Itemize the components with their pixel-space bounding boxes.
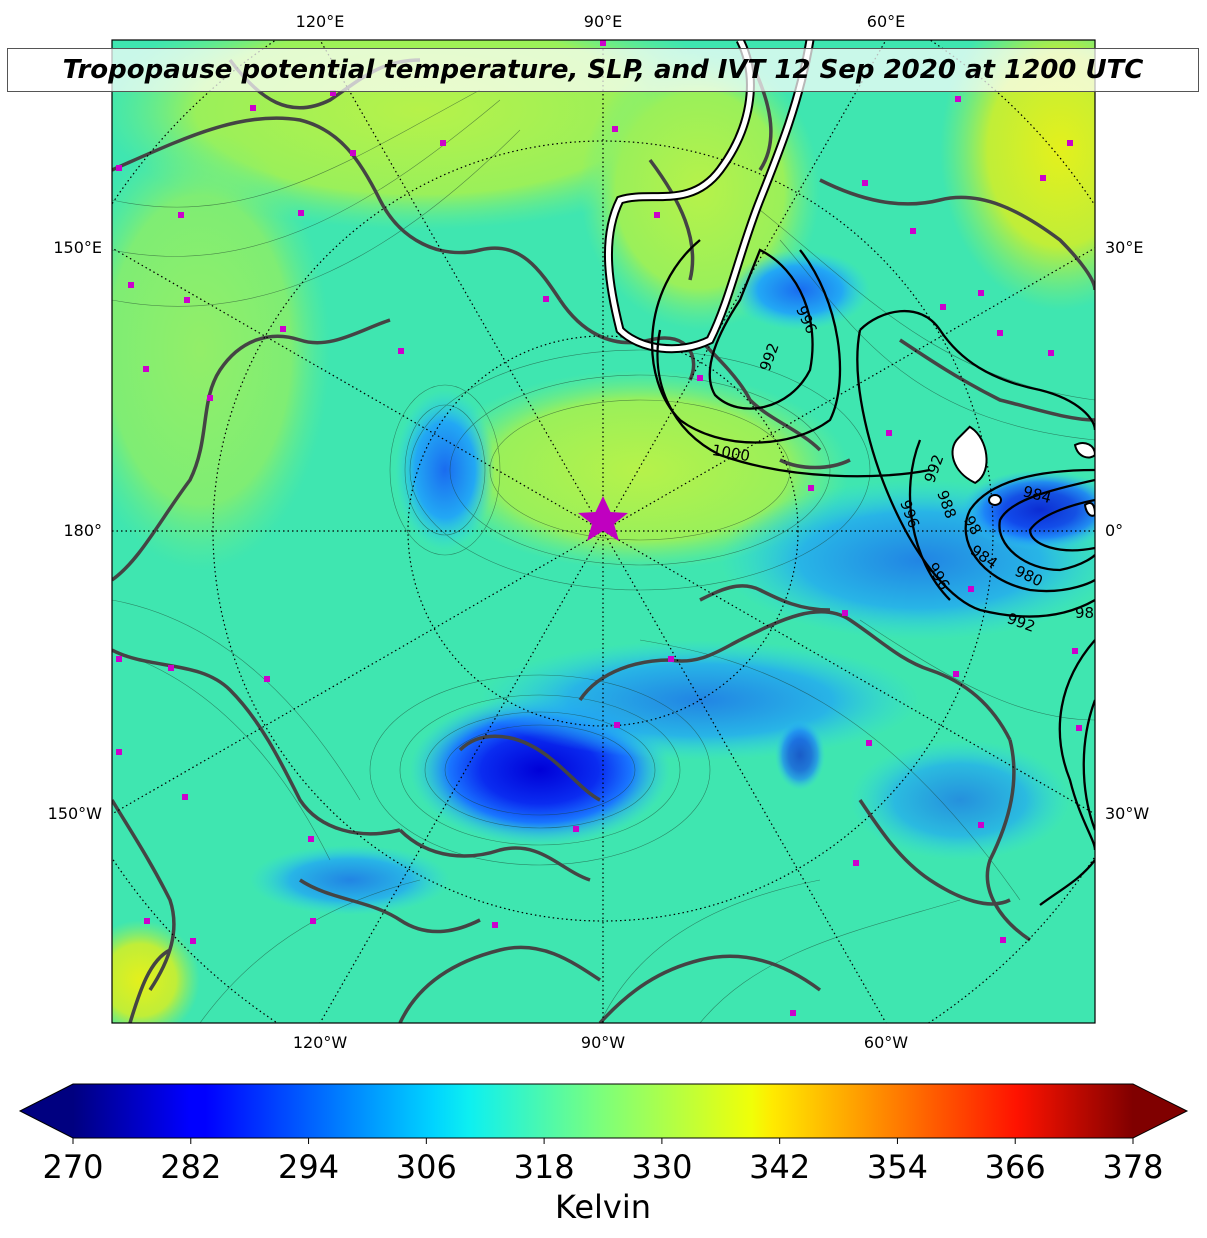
meridian-label: 150°E bbox=[53, 238, 102, 257]
theta-contours bbox=[112, 89, 1095, 1023]
meridian-label: 90°E bbox=[584, 12, 622, 31]
colorbar-tick-label: 294 bbox=[278, 1148, 339, 1186]
colorbar-tick-label: 366 bbox=[985, 1148, 1046, 1186]
map-title: Tropopause potential temperature, SLP, a… bbox=[62, 55, 1144, 85]
meridian-label: 30°W bbox=[1105, 804, 1149, 823]
meridian-label: 0° bbox=[1105, 521, 1123, 540]
slp-label: 98 bbox=[1075, 604, 1094, 622]
north-pole-star-marker bbox=[578, 496, 628, 541]
colorbar-tick-label: 354 bbox=[867, 1148, 928, 1186]
colorbar-tick-label: 306 bbox=[396, 1148, 457, 1186]
meridian-labels: 120°E 90°E 60°E 120°W 90°W 60°W 150°E 18… bbox=[48, 12, 1150, 1052]
meridian-label: 120°W bbox=[293, 1033, 348, 1052]
colorbar-tick-label: 270 bbox=[42, 1148, 103, 1186]
cold-band-southwest bbox=[250, 845, 450, 915]
colorbar-tick-label: 342 bbox=[749, 1148, 810, 1186]
slp-contours bbox=[651, 239, 1095, 906]
colorbar-tick-label: 282 bbox=[160, 1148, 221, 1186]
cold-blob-northwest bbox=[395, 390, 495, 550]
title-box: Tropopause potential temperature, SLP, a… bbox=[7, 48, 1199, 92]
colorbar-extend-min bbox=[20, 1084, 73, 1138]
warm-region-west bbox=[112, 130, 330, 570]
colorbar-ticks: 270 282 294 306 318 330 342 354 366 378 bbox=[42, 1138, 1164, 1186]
meridian-label: 90°W bbox=[581, 1033, 625, 1052]
colorbar-gradient bbox=[73, 1084, 1133, 1138]
colorbar-extend-max bbox=[1133, 1084, 1187, 1138]
warm-region-northeast bbox=[940, 40, 1095, 310]
colorbar-tick-label: 318 bbox=[514, 1148, 575, 1186]
warm-region-southwest bbox=[112, 920, 200, 1023]
meridian-label: 30°E bbox=[1105, 238, 1143, 257]
cold-band-southeast bbox=[850, 740, 1070, 860]
meridian-label: 150°W bbox=[48, 804, 103, 823]
meridian-label: 60°W bbox=[864, 1033, 908, 1052]
station-markers bbox=[116, 40, 1082, 1016]
cool-region-east-core bbox=[960, 470, 1095, 550]
cold-streak-se bbox=[775, 720, 825, 790]
colorbar-tick-label: 330 bbox=[631, 1148, 692, 1186]
meridian-label: 60°E bbox=[867, 12, 905, 31]
colorbar-tick-label: 378 bbox=[1102, 1148, 1163, 1186]
map-panel: 996 992 1000 992 996 996 988 984 980 984… bbox=[112, 40, 1095, 1023]
colorbar: 270 282 294 306 318 330 342 354 366 378 Kelvin bbox=[18, 1083, 1189, 1226]
coastlines bbox=[112, 58, 1095, 1023]
colorbar-label: Kelvin bbox=[555, 1188, 651, 1226]
meridian-label: 120°E bbox=[296, 12, 345, 31]
meridian-label: 180° bbox=[63, 521, 102, 540]
ivt-contours bbox=[603, 40, 1095, 517]
map-frame bbox=[111, 39, 1096, 1024]
